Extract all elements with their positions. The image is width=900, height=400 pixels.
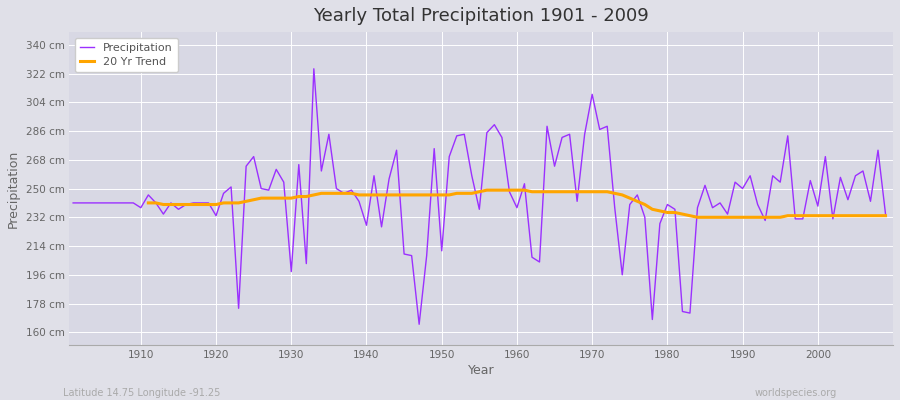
- Precipitation: [519, 181, 530, 186]
- Precipitation: [616, 272, 627, 277]
- Title: Yearly Total Precipitation 1901 - 2009: Yearly Total Precipitation 1901 - 2009: [313, 7, 649, 25]
- 20 Yr Trend: [482, 188, 492, 192]
- 20 Yr Trend: [519, 188, 530, 192]
- Precipitation: [414, 322, 425, 327]
- 20 Yr Trend: [542, 189, 553, 194]
- Precipitation: [68, 200, 78, 205]
- Precipitation: [293, 162, 304, 167]
- Text: Latitude 14.75 Longitude -91.25: Latitude 14.75 Longitude -91.25: [63, 388, 220, 398]
- 20 Yr Trend: [880, 213, 891, 218]
- Line: Precipitation: Precipitation: [73, 69, 886, 324]
- 20 Yr Trend: [369, 192, 380, 197]
- 20 Yr Trend: [143, 200, 154, 205]
- Precipitation: [128, 200, 139, 205]
- Precipitation: [526, 255, 537, 260]
- Legend: Precipitation, 20 Yr Trend: Precipitation, 20 Yr Trend: [75, 38, 178, 72]
- X-axis label: Year: Year: [468, 364, 494, 377]
- Precipitation: [880, 212, 891, 216]
- Precipitation: [309, 66, 320, 71]
- Y-axis label: Precipitation: Precipitation: [7, 150, 20, 228]
- 20 Yr Trend: [737, 215, 748, 220]
- 20 Yr Trend: [692, 215, 703, 220]
- Line: 20 Yr Trend: 20 Yr Trend: [148, 190, 886, 217]
- Precipitation: [346, 188, 356, 192]
- Text: worldspecies.org: worldspecies.org: [755, 388, 837, 398]
- 20 Yr Trend: [338, 191, 349, 196]
- 20 Yr Trend: [316, 191, 327, 196]
